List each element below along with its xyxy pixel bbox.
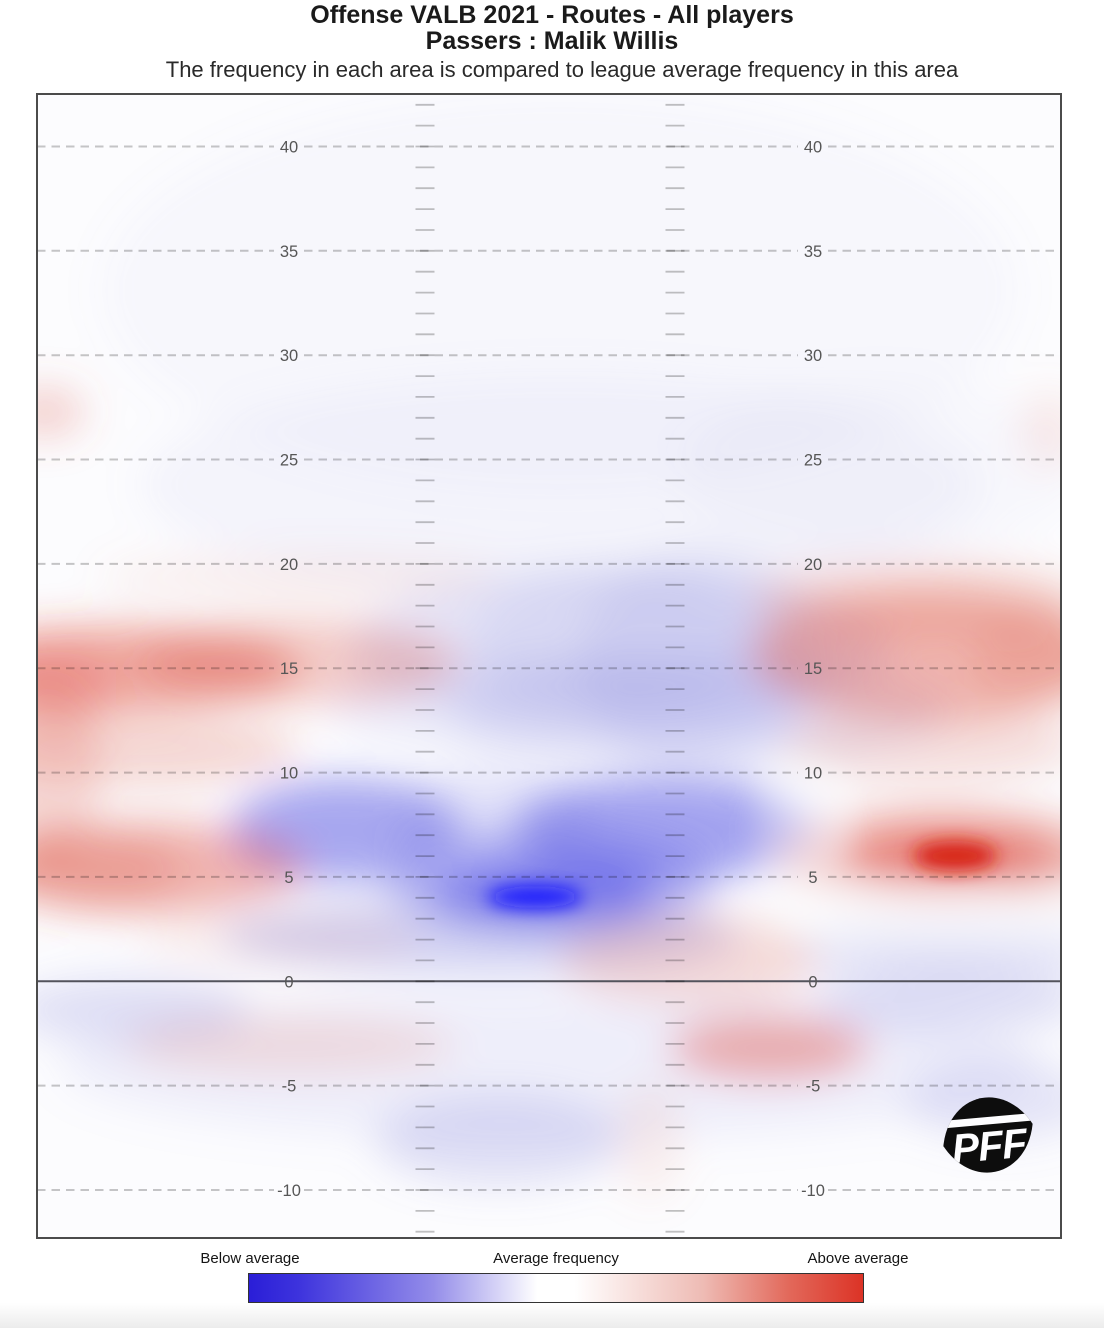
svg-text:25: 25 (804, 452, 822, 470)
svg-text:25: 25 (280, 452, 298, 470)
svg-text:20: 20 (280, 556, 298, 574)
svg-text:35: 35 (280, 243, 298, 261)
svg-text:15: 15 (804, 660, 822, 678)
svg-text:-10: -10 (801, 1182, 825, 1200)
svg-text:5: 5 (808, 869, 817, 887)
svg-text:-10: -10 (277, 1182, 301, 1200)
svg-text:30: 30 (280, 347, 298, 365)
svg-text:40: 40 (804, 139, 822, 157)
svg-text:-5: -5 (282, 1078, 297, 1096)
svg-text:35: 35 (804, 243, 822, 261)
svg-text:30: 30 (804, 347, 822, 365)
svg-text:40: 40 (280, 139, 298, 157)
svg-text:0: 0 (284, 973, 293, 991)
svg-text:-5: -5 (806, 1078, 821, 1096)
svg-text:5: 5 (284, 869, 293, 887)
svg-text:10: 10 (804, 765, 822, 783)
svg-text:0: 0 (808, 973, 817, 991)
svg-text:15: 15 (280, 660, 298, 678)
svg-text:10: 10 (280, 765, 298, 783)
svg-text:20: 20 (804, 556, 822, 574)
